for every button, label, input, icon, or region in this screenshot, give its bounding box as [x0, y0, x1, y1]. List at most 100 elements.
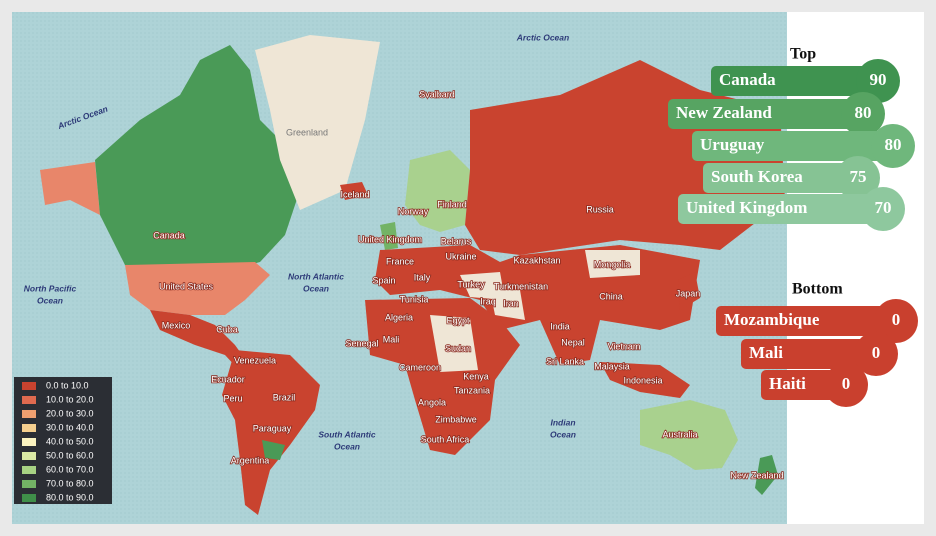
- ranking-bar: [692, 131, 893, 161]
- legend-label: 10.0 to 20.0: [46, 394, 94, 404]
- legend-label: 70.0 to 80.0: [46, 478, 94, 488]
- country-label: Iran: [503, 298, 519, 308]
- country-label: Ecuador: [211, 374, 245, 384]
- country-label: Turkey: [457, 279, 485, 289]
- ranking-title: Bottom: [792, 281, 843, 298]
- legend: 0.0 to 10.0 10.0 to 20.0 20.0 to 30.0 30.0 …: [14, 377, 112, 504]
- country-label: Brazil: [273, 392, 296, 402]
- ranking-bubble: [836, 156, 880, 200]
- rankings: Top Canada 90 New Zealand 80 Uruguay 80 South K…: [668, 46, 918, 407]
- country-label: Senegal: [345, 338, 378, 348]
- ocean-label: Arctic Ocean: [516, 32, 569, 42]
- ranking-value: 90: [870, 70, 887, 89]
- country-label: Sudan: [445, 343, 471, 353]
- south-america: [222, 350, 320, 515]
- country-label: Malaysia: [594, 361, 630, 371]
- legend-swatch: [22, 452, 36, 460]
- ranking-value: 0: [872, 343, 881, 362]
- country-label: Peru: [223, 393, 242, 403]
- country-label: China: [599, 291, 623, 301]
- country-label: Angola: [418, 397, 446, 407]
- country-label: Paraguay: [253, 423, 292, 433]
- country-label: Venezuela: [234, 355, 276, 365]
- se-asia: [600, 362, 690, 398]
- ocean-label: Ocean: [303, 283, 329, 293]
- ranking-bar: [678, 194, 883, 224]
- ranking-bubble: [854, 332, 898, 376]
- country-label: New Zealand: [730, 470, 783, 480]
- country-label: Zimbabwe: [435, 414, 477, 424]
- country-label: Tanzania: [454, 385, 490, 395]
- ocean-label: Ocean: [37, 295, 63, 305]
- ranking-bubble: [824, 363, 868, 407]
- country-label: Mali: [383, 334, 400, 344]
- mongolia: [585, 250, 640, 278]
- country-label: Mexico: [162, 320, 191, 330]
- iran: [490, 290, 525, 320]
- legend-swatch: [22, 424, 36, 432]
- ranking-name: South Korea: [711, 167, 803, 186]
- legend-label: 30.0 to 40.0: [46, 422, 94, 432]
- country-label: India: [550, 321, 570, 331]
- country-label: Cuba: [216, 324, 238, 334]
- country-label: Australia: [662, 429, 697, 439]
- ranking-name: United Kingdom: [686, 198, 807, 217]
- ranking-name: Uruguay: [700, 135, 765, 154]
- ocean-label: North Atlantic: [288, 271, 344, 281]
- country-label: Nepal: [561, 337, 585, 347]
- country-label: United States: [159, 281, 214, 291]
- ranking-title: Top: [790, 46, 816, 63]
- ranking-value: 80: [885, 135, 902, 154]
- legend-swatch: [22, 438, 36, 446]
- ranking-bubble: [861, 187, 905, 231]
- greenland: [255, 35, 380, 210]
- ranking-name: Mozambique: [724, 310, 820, 329]
- country-label: Canada: [153, 230, 185, 240]
- legend-label: 50.0 to 60.0: [46, 450, 94, 460]
- legend-swatch: [22, 494, 36, 502]
- ranking-bubble: [856, 59, 900, 103]
- country-label: United Kingdom: [358, 234, 422, 244]
- country-label: Argentina: [231, 455, 270, 465]
- ranking-bar: [716, 306, 896, 336]
- ocean-label: North Pacific: [24, 283, 77, 293]
- ranking-bubble: [871, 124, 915, 168]
- country-label: Kenya: [463, 371, 489, 381]
- country-label: Cameroon: [399, 362, 441, 372]
- ranking-name: New Zealand: [676, 103, 772, 122]
- legend-swatch: [22, 480, 36, 488]
- ranking-bar: [741, 339, 876, 369]
- country-label: Svalbard: [419, 89, 455, 99]
- legend-label: 20.0 to 30.0: [46, 408, 94, 418]
- country-label: Italy: [414, 272, 431, 282]
- ranking-value: 70: [875, 198, 892, 217]
- country-label: Belarus: [441, 236, 472, 246]
- legend-swatch: [22, 382, 36, 390]
- ranking-name: Mali: [749, 343, 783, 362]
- country-label: South Africa: [421, 434, 470, 444]
- alaska: [40, 162, 100, 215]
- ocean-label: Ocean: [334, 441, 360, 451]
- iceland: [340, 182, 368, 200]
- country-label: Iceland: [340, 189, 369, 199]
- usa: [125, 262, 270, 315]
- country-label: Indonesia: [623, 375, 662, 385]
- sahel: [430, 315, 478, 372]
- country-label: Turkmenistan: [494, 281, 548, 291]
- ranking-bubble: [874, 299, 918, 343]
- country-label: Spain: [372, 275, 395, 285]
- country-label: Kazakhstan: [513, 255, 560, 265]
- country-label: Algeria: [385, 312, 413, 322]
- ranking-name: Canada: [719, 70, 776, 89]
- country-label: Vietnam: [608, 341, 641, 351]
- legend-swatch: [22, 396, 36, 404]
- country-label: Sri Lanka: [546, 356, 584, 366]
- scandinavia: [405, 150, 470, 232]
- uk: [380, 222, 398, 250]
- uruguay: [262, 440, 285, 460]
- australia: [640, 400, 738, 470]
- ranking-value: 0: [842, 374, 851, 393]
- ocean-label: Indian: [550, 417, 575, 427]
- ocean-label: South Atlantic: [318, 429, 376, 439]
